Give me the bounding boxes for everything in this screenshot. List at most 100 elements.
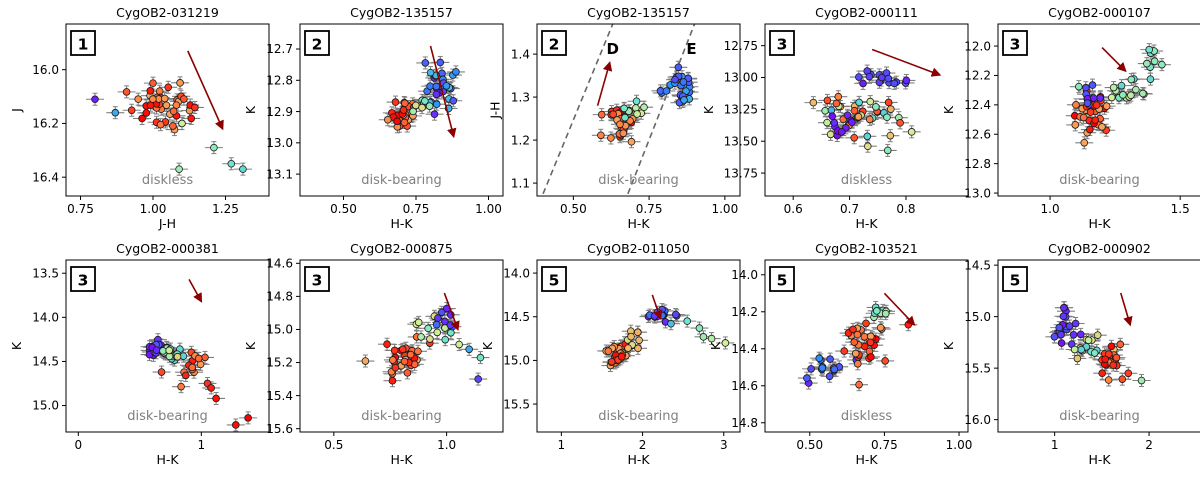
reddening-vector	[883, 292, 916, 326]
panel-title: CygOB2-135157	[587, 5, 690, 20]
y-axis-label: K	[941, 105, 956, 114]
y-axis-label: K	[701, 105, 716, 114]
data-point	[1146, 75, 1155, 83]
data-point	[707, 334, 716, 343]
data-point	[239, 165, 247, 173]
data-point	[1137, 376, 1146, 385]
data-point	[403, 369, 412, 377]
data-point	[863, 142, 872, 151]
x-axis-label: H-K	[855, 216, 878, 231]
data-point	[902, 76, 911, 85]
data-point	[1104, 376, 1113, 384]
data-point	[1098, 123, 1106, 131]
panel-number-box	[541, 266, 567, 292]
data-point	[191, 103, 199, 112]
x-tick-label: 0	[74, 438, 82, 452]
x-axis-label: H-K	[1088, 216, 1111, 231]
plot-area	[140, 279, 258, 432]
data-point	[1090, 349, 1099, 357]
data-point	[607, 358, 616, 366]
plot-area	[797, 292, 918, 392]
panel-title: CygOB2-031219	[116, 5, 219, 20]
data-point	[1077, 345, 1086, 354]
data-point	[162, 101, 171, 110]
data-point	[607, 134, 615, 142]
data-point	[210, 143, 218, 152]
y-tick-label: 13.1	[266, 167, 293, 181]
data-point	[850, 133, 858, 142]
plot-area	[86, 50, 252, 176]
data-point	[231, 421, 240, 429]
data-points	[91, 79, 247, 173]
data-point	[872, 103, 880, 111]
data-point	[442, 82, 451, 90]
classification-label: disk-bearing	[1059, 409, 1140, 424]
data-point	[1072, 101, 1080, 109]
panel-number-box	[769, 30, 795, 56]
y-tick-label: 12.75	[724, 39, 758, 53]
data-point	[421, 97, 429, 105]
x-axis-label: H-K	[1088, 452, 1111, 467]
data-point	[853, 330, 862, 339]
data-point	[680, 96, 688, 104]
x-tick-label: 1.00	[946, 438, 973, 452]
data-point	[1088, 81, 1097, 89]
panel-title: CygOB2-000875	[350, 241, 453, 256]
data-point	[227, 159, 236, 168]
data-point	[1143, 59, 1151, 68]
panel-5: CygOB2-000107 disk-bearing 3 1.0 1.5 12.0 12.2…	[941, 5, 1200, 231]
data-point	[873, 307, 881, 315]
x-tick-label: 1.0	[437, 438, 456, 452]
x-tick-label: 0.50	[560, 202, 587, 216]
data-point	[640, 103, 648, 112]
data-points	[1050, 303, 1146, 385]
data-point	[391, 98, 400, 106]
data-point	[887, 105, 895, 113]
data-point	[830, 365, 839, 374]
y-tick-label: 1.4	[511, 47, 530, 61]
data-point	[1075, 82, 1083, 91]
data-point	[854, 359, 862, 368]
y-tick-label: 14.6	[266, 257, 293, 271]
y-tick-label: 16.2	[32, 117, 59, 131]
data-point	[1076, 330, 1085, 339]
data-point	[1101, 355, 1109, 364]
reddening-vector	[1119, 292, 1133, 327]
data-point	[201, 353, 209, 362]
data-point	[1117, 81, 1126, 90]
plot-area	[597, 294, 735, 373]
x-axis-label: H-K	[627, 452, 650, 467]
data-point	[671, 310, 680, 319]
axes-frame	[65, 23, 270, 197]
panel-4: CygOB2-000111 diskless 3 0.6 0.7 0.8 12.75 13.0…	[701, 5, 969, 231]
data-point	[433, 328, 442, 337]
data-point	[169, 122, 177, 130]
data-point	[849, 325, 857, 334]
y-tick-label: 15.5	[503, 397, 530, 411]
y-tick-label: 15.4	[266, 389, 293, 403]
data-point	[1080, 138, 1089, 147]
data-points	[1070, 45, 1166, 147]
data-point	[803, 374, 811, 382]
y-tick-label: 15.6	[266, 422, 293, 436]
data-point	[627, 332, 635, 341]
data-point	[683, 317, 692, 325]
x-tick-label: 0.50	[796, 438, 823, 452]
data-point	[122, 88, 131, 96]
data-point	[866, 338, 875, 347]
data-point	[406, 350, 415, 359]
y-tick-label: 14.6	[731, 379, 758, 393]
data-point	[169, 107, 178, 115]
data-point	[146, 87, 155, 95]
data-point	[149, 95, 157, 103]
plot-area	[804, 48, 942, 157]
y-tick-label: 14.4	[731, 342, 758, 356]
x-axis-label: H-K	[156, 452, 179, 467]
x-tick-label: 1.00	[140, 202, 167, 216]
data-point	[188, 363, 197, 372]
data-point	[843, 111, 852, 120]
data-point	[877, 73, 886, 82]
data-point	[826, 355, 834, 363]
data-point	[400, 357, 409, 366]
y-tick-label: 15.5	[964, 361, 991, 375]
